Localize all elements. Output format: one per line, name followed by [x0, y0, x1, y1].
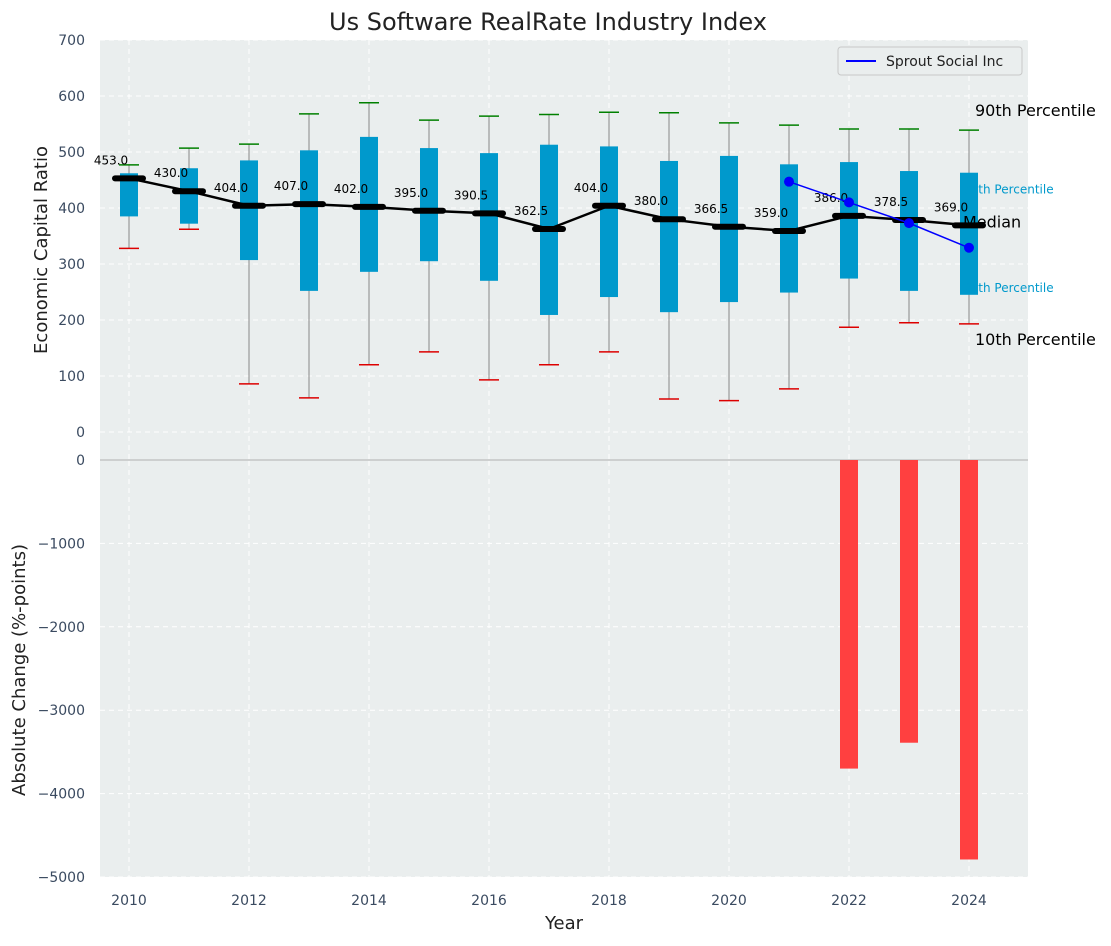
- series-point: [844, 197, 854, 208]
- legend-box: [837, 46, 1023, 76]
- iqr-box: [120, 173, 138, 217]
- bottom-panel-background: [100, 459, 1028, 877]
- top-y-tick-label: 0: [76, 425, 85, 441]
- bottom-y-tick-label: −5000: [38, 870, 85, 886]
- chart-title: Us Software RealRate Industry Index: [329, 8, 767, 36]
- median-value-label: 378.5: [874, 195, 908, 209]
- median-annotation: Median: [963, 212, 1021, 231]
- iqr-box: [300, 150, 318, 291]
- top-y-axis-label: Economic Capital Ratio: [31, 146, 52, 354]
- annotations-layer: 90th Percentile 75th Percentile Median 25th…: [963, 101, 1096, 349]
- top-y-tick-label: 700: [58, 33, 85, 49]
- top-y-tick-label: 300: [58, 257, 85, 273]
- p10-annotation: 10th Percentile: [975, 330, 1096, 349]
- median-layer: 453.0 430.0 404.0 407.0 402.0 395.0 390.5 362.5…: [94, 153, 986, 234]
- median-value-label: 366.5: [694, 202, 728, 216]
- x-tick-label: 2018: [591, 893, 627, 909]
- median-value-label: 402.0: [334, 182, 368, 196]
- iqr-box: [240, 160, 258, 261]
- median-value-label: 407.0: [274, 179, 308, 193]
- median-value-label: 359.0: [754, 206, 788, 220]
- bottom-y-tick-labels: 0 −1000 −2000 −3000 −4000 −5000: [38, 453, 85, 886]
- top-y-tick-label: 400: [58, 201, 85, 217]
- p90-annotation: 90th Percentile: [975, 101, 1096, 120]
- median-value-label: 430.0: [154, 166, 188, 180]
- bottom-y-tick-label: −3000: [38, 703, 85, 719]
- bottom-y-tick-label: 0: [76, 453, 85, 469]
- x-axis-label: Year: [544, 913, 584, 934]
- legend: Sprout Social Inc: [837, 46, 1023, 76]
- iqr-box: [960, 172, 978, 295]
- median-value-label: 404.0: [574, 181, 608, 195]
- change-bar: [840, 460, 858, 769]
- bars-layer: [840, 460, 978, 860]
- median-value-label: 395.0: [394, 186, 428, 200]
- x-tick-label: 2022: [831, 893, 867, 909]
- bottom-y-axis-label: Absolute Change (%-points): [9, 544, 30, 796]
- top-y-tick-labels: 0 100 200 300 400 500 600 700: [58, 33, 85, 441]
- x-tick-label: 2014: [351, 893, 387, 909]
- bottom-y-tick-label: −2000: [38, 620, 85, 636]
- median-value-label: 380.0: [634, 194, 668, 208]
- x-tick-label: 2012: [231, 893, 267, 909]
- top-y-tick-label: 200: [58, 313, 85, 329]
- median-value-label: 404.0: [214, 181, 248, 195]
- p25-annotation: 25th Percentile: [963, 281, 1054, 295]
- iqr-box: [900, 171, 918, 291]
- change-bar: [900, 460, 918, 743]
- median-value-label: 453.0: [94, 153, 128, 167]
- median-value-label: 386.0: [814, 191, 848, 205]
- iqr-box: [480, 153, 498, 281]
- median-value-label: 362.5: [514, 204, 548, 218]
- iqr-box: [840, 162, 858, 279]
- iqr-box: [420, 148, 438, 262]
- top-y-tick-label: 600: [58, 89, 85, 105]
- iqr-box: [660, 160, 678, 313]
- series-point: [784, 176, 794, 187]
- iqr-box: [180, 168, 198, 224]
- series-line: [788, 180, 970, 249]
- p75-annotation: 75th Percentile: [963, 183, 1054, 197]
- median-value-label: 390.5: [454, 188, 488, 202]
- series-layer: [784, 176, 974, 253]
- x-tick-label: 2020: [711, 893, 747, 909]
- x-tick-labels: 2010 2012 2014 2016 2018 2020 2022 2024: [111, 893, 987, 909]
- median-value-label: 369.0: [934, 200, 968, 214]
- top-y-tick-label: 100: [58, 369, 85, 385]
- x-tick-label: 2010: [111, 893, 147, 909]
- top-panel-background: [100, 40, 1028, 459]
- x-tick-label: 2016: [471, 893, 507, 909]
- change-bar: [960, 460, 978, 860]
- iqr-box: [600, 146, 618, 298]
- series-point: [904, 218, 914, 229]
- top-y-tick-label: 500: [58, 145, 85, 161]
- bottom-y-tick-label: −4000: [38, 787, 85, 803]
- series-point: [964, 242, 974, 253]
- bottom-y-tick-label: −1000: [38, 536, 85, 552]
- legend-label: Sprout Social Inc: [886, 54, 1003, 70]
- x-tick-label: 2024: [951, 893, 987, 909]
